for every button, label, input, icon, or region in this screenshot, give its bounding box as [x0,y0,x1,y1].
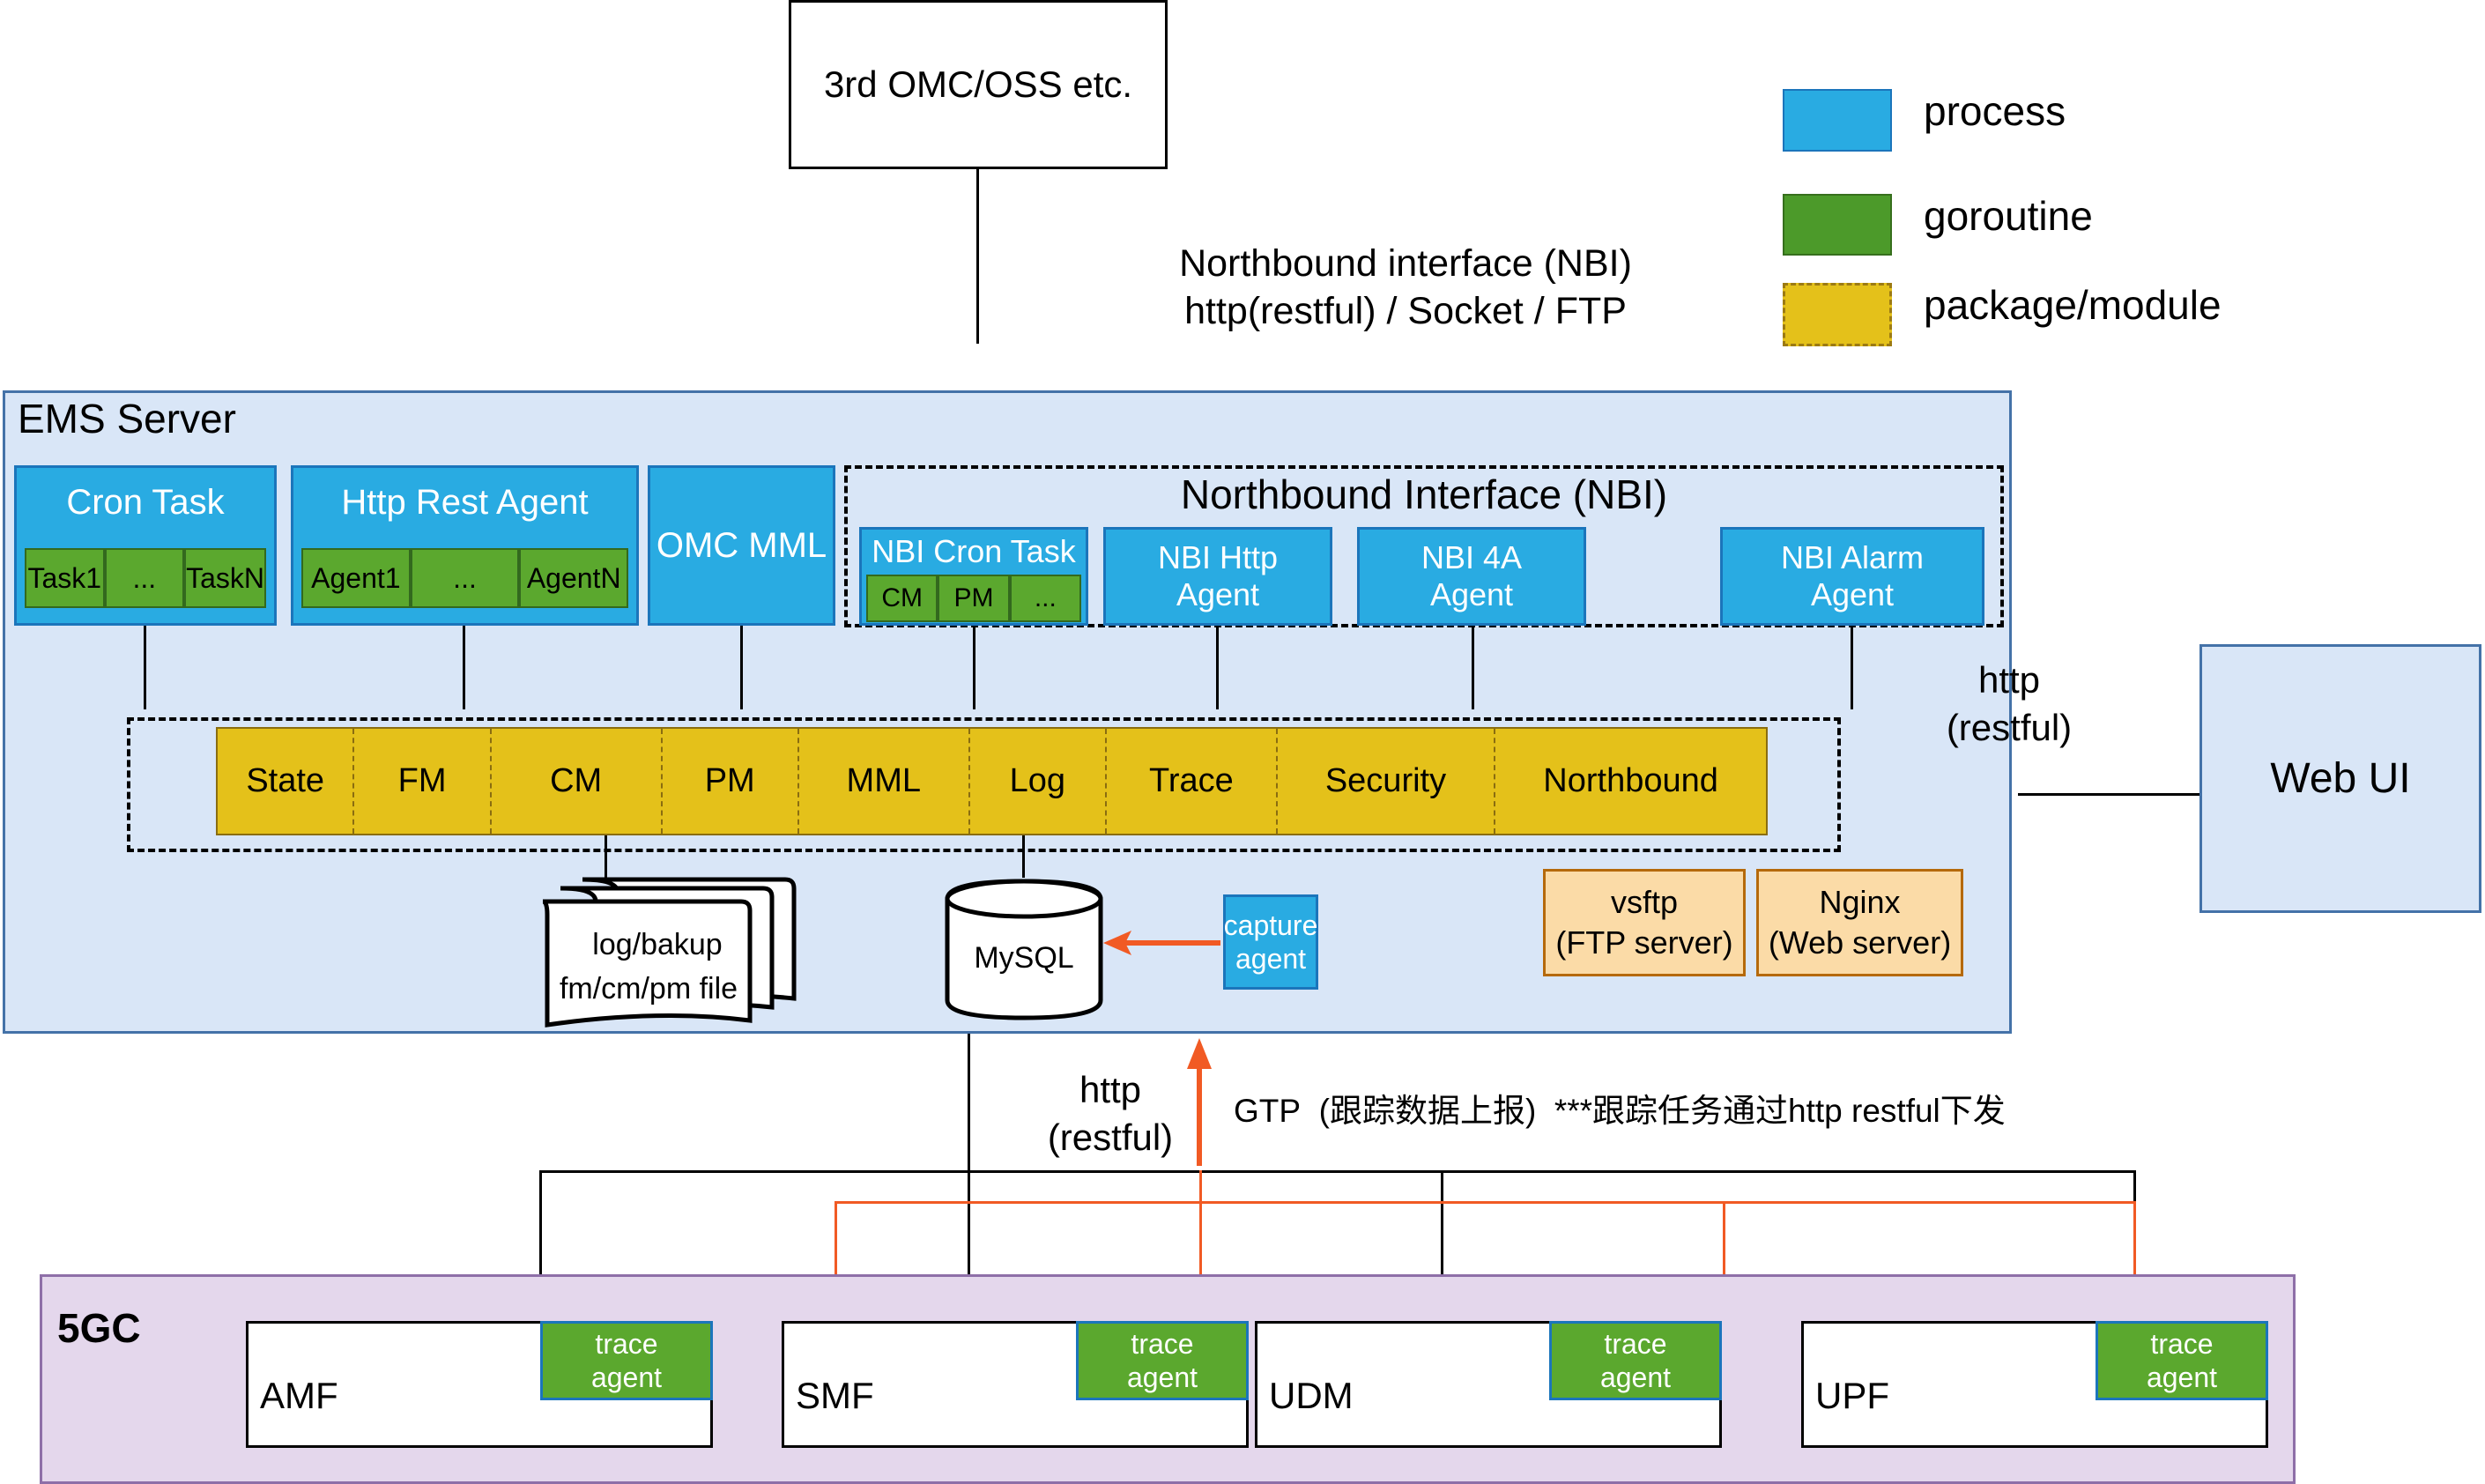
svg-text:MySQL: MySQL [974,941,1073,975]
svg-text:log/bakup: log/bakup [592,928,722,961]
svg-text:fm/cm/pm file: fm/cm/pm file [560,972,738,1005]
